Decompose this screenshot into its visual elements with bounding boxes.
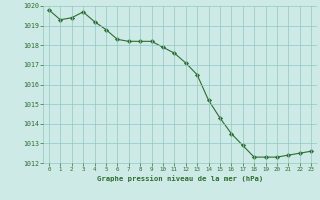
X-axis label: Graphe pression niveau de la mer (hPa): Graphe pression niveau de la mer (hPa) [97,175,263,182]
